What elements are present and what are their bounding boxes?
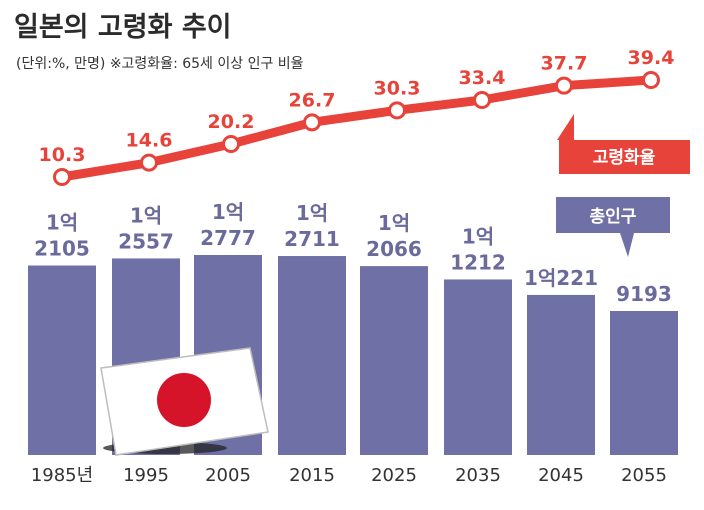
rate-point-4 <box>388 101 406 120</box>
legend-rate: 고령화율 <box>557 114 690 174</box>
bar-4 <box>360 266 428 455</box>
bar-value-label: 1억 <box>46 211 78 235</box>
bar-series <box>28 255 678 455</box>
bar-value-label: 2066 <box>366 237 422 261</box>
bar-value-label: 2777 <box>200 226 256 250</box>
legend-population: 총인구 <box>556 197 670 257</box>
rate-point-3 <box>303 113 321 132</box>
legend-population-label: 총인구 <box>590 207 637 227</box>
bar-value-label: 9193 <box>616 282 672 306</box>
rate-point-2 <box>222 135 240 153</box>
bar-value-label: 1억 <box>378 211 410 235</box>
bar-value-label: 2557 <box>118 229 174 253</box>
x-tick-label: 2045 <box>538 465 584 486</box>
rate-value-label: 39.4 <box>628 47 675 69</box>
bar-0 <box>28 265 96 455</box>
chart-title: 일본의 고령화 추이 <box>14 12 232 43</box>
x-tick-label: 2005 <box>205 465 251 486</box>
x-tick-label: 1995 <box>123 465 169 486</box>
rate-point-6 <box>555 76 573 95</box>
x-axis-ticks: 1985년 1995 2005 2015 2025 2035 2045 2055 <box>31 465 667 486</box>
rate-value-label: 26.7 <box>289 89 336 111</box>
x-tick-label: 2015 <box>289 465 335 486</box>
legend-rate-label: 고령화율 <box>593 147 656 168</box>
x-tick-label: 2055 <box>621 465 667 486</box>
bar-7 <box>610 311 678 455</box>
rate-point-0 <box>53 168 71 186</box>
bar-3 <box>278 256 346 455</box>
rate-value-label: 10.3 <box>39 144 86 166</box>
rate-value-label: 20.2 <box>208 111 255 133</box>
japan-flag-icon <box>100 347 269 456</box>
bar-value-label: 1억 <box>462 224 494 248</box>
x-tick-label: 2025 <box>371 465 417 486</box>
rate-labels: 10.3 14.6 20.2 26.7 30.3 33.4 37.7 39.4 <box>39 47 675 166</box>
rate-value-label: 30.3 <box>374 77 421 99</box>
x-tick-label: 1985년 <box>31 465 93 486</box>
line-series <box>53 71 660 186</box>
bar-value-label: 1억221 <box>524 266 598 290</box>
chart-subtitle: (단위:%, 만명) ※고령화율: 65세 이상 인구 비율 <box>16 56 304 72</box>
bar-value-label: 1억 <box>130 203 162 227</box>
x-tick-label: 2035 <box>455 465 501 486</box>
population-labels: 1억21051억25571억27771억27111억20661억12121억22… <box>34 200 672 306</box>
rate-value-label: 33.4 <box>459 67 506 89</box>
rate-point-1 <box>140 153 158 172</box>
bar-value-label: 2711 <box>284 227 340 251</box>
bar-value-label: 1212 <box>450 250 506 274</box>
bar-value-label: 1억 <box>212 200 244 224</box>
bar-5 <box>444 279 512 455</box>
rate-point-5 <box>473 91 491 109</box>
bar-value-label: 2105 <box>34 237 90 261</box>
bar-value-label: 1억 <box>296 201 328 225</box>
rate-value-label: 14.6 <box>126 130 173 152</box>
rate-value-label: 37.7 <box>541 53 588 75</box>
bar-6 <box>527 294 595 455</box>
rate-line <box>57 75 656 182</box>
rate-point-7 <box>642 71 660 89</box>
